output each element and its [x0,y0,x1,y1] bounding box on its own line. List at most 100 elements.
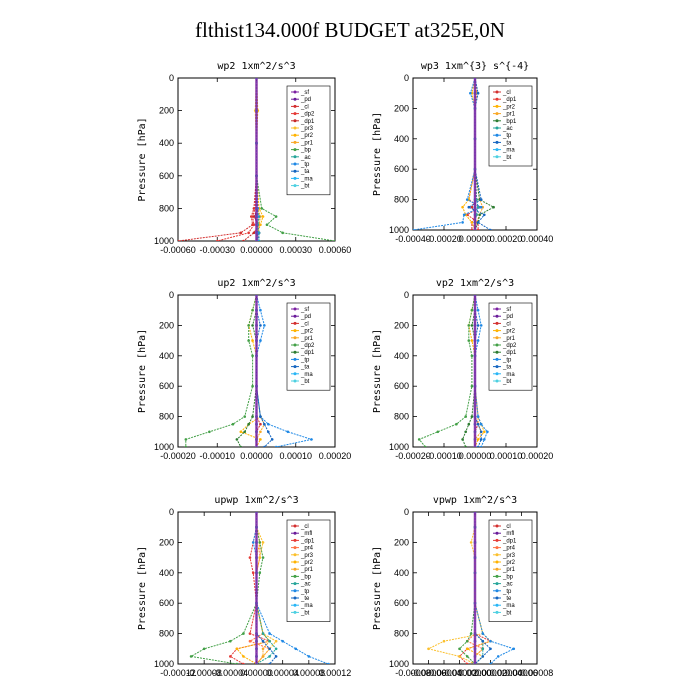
legend-label: _pr2 [300,560,314,566]
legend-marker [293,350,297,354]
series-line [235,512,271,664]
x-tick-label: -0.00004 [426,668,462,678]
panel-title: wp3 1xm^{3} s^{-4} [421,61,529,72]
x-tick-label: 0.00030 [279,245,312,255]
legend-label: _ma [502,372,515,378]
x-tick-label: 0.00012 [319,668,352,678]
x-tick-label: 0.00060 [319,245,352,255]
legend-marker [495,343,499,347]
series-line [178,78,257,241]
series-point [251,415,254,418]
series-point [479,324,483,327]
series-point [215,239,219,241]
panel-title: up2 1xm^2/s^3 [217,278,295,289]
legend-label: _mfl [502,531,514,537]
legend-marker [293,140,297,144]
legend-label: _bt [300,610,310,616]
legend-marker [293,162,297,166]
x-tick-label: 0.00020 [319,451,352,461]
series-point [178,239,180,241]
x-tick-label: -0.00012 [160,668,196,678]
legend-label: _ta [502,140,512,146]
series-point [467,205,471,209]
series-point [476,445,480,447]
legend-label: _pr3 [300,126,314,132]
y-tick-label: 800 [394,195,409,205]
series-point [464,430,468,434]
series-point [243,415,247,418]
series-group [427,512,516,664]
y-tick-label: 200 [159,537,174,547]
series-point [483,430,486,434]
legend: _cl_mfl_dp1_pr4_pr3_pr2_pr1_bp_ac_tp_te_… [488,519,533,622]
series-point [481,639,485,643]
series-point [496,655,500,658]
series-point [476,438,480,441]
series-line [256,512,277,664]
legend-label: _pr1 [502,112,516,118]
series-point [470,339,474,342]
series-point [261,655,265,658]
legend-label: _mfl [300,531,312,537]
chart-panel-4: vp2 1xm^2/s^3 Pressure [hPa] 0 200 400 600 800… [372,278,553,461]
legend-marker [293,567,297,571]
legend-label: _pr2 [502,104,516,110]
x-tick-label: 0.00000 [240,245,273,255]
series-point [268,647,271,651]
legend-marker [293,560,297,564]
series-point [242,655,245,658]
legend-marker [293,546,297,550]
series-point [481,655,485,658]
legend-marker [495,574,499,578]
series-point [247,324,250,327]
legend-label: _tp [300,357,310,363]
series-point [424,445,427,447]
series-point [259,430,262,434]
legend-marker [495,314,499,318]
series-line [248,512,271,664]
y-tick-label: 600 [159,381,174,391]
series-line [413,78,483,230]
legend-label: _dp2 [300,112,315,118]
legend-label: _tp [502,357,512,363]
series-point [260,207,264,210]
series-point [261,632,265,635]
legend-label: _pr2 [300,133,314,139]
series-line [418,295,476,447]
y-tick-label: 800 [394,629,409,639]
series-point [242,239,245,241]
x-tick-label: -0.00004 [213,668,249,678]
legend-label: _bt [300,184,310,190]
y-tick-label: 800 [394,412,409,422]
series-point [268,639,271,643]
legend-label: _pr1 [300,567,314,573]
legend-marker [495,133,499,137]
legend-label: _cl [502,90,511,96]
x-tick-label: 0.00020 [521,451,554,461]
series-line [185,295,257,447]
series-point [239,445,243,447]
legend-marker [495,589,499,593]
y-tick-label: 400 [159,351,174,361]
legend-marker [495,560,499,564]
y-tick-label: 800 [159,629,174,639]
y-tick-label: 200 [394,320,409,330]
series-line [427,512,484,664]
series-point [268,632,271,635]
x-tick-label: 0.00000 [459,234,492,244]
legend-marker [293,336,297,340]
y-tick-label: 800 [159,203,174,213]
legend-marker [293,169,297,173]
y-tick-label: 600 [394,598,409,608]
series-point [461,205,464,209]
series-point [489,647,492,651]
legend-label: _ac [502,582,513,588]
series-point [259,438,262,441]
series-point [489,662,492,664]
legend-label: _cl [300,104,309,110]
legend-label: _pr4 [502,546,516,552]
legend-label: _sf [300,307,309,313]
series-point [251,339,254,342]
y-tick-label: 0 [169,73,174,83]
x-tick-label: 0.00004 [490,668,523,678]
